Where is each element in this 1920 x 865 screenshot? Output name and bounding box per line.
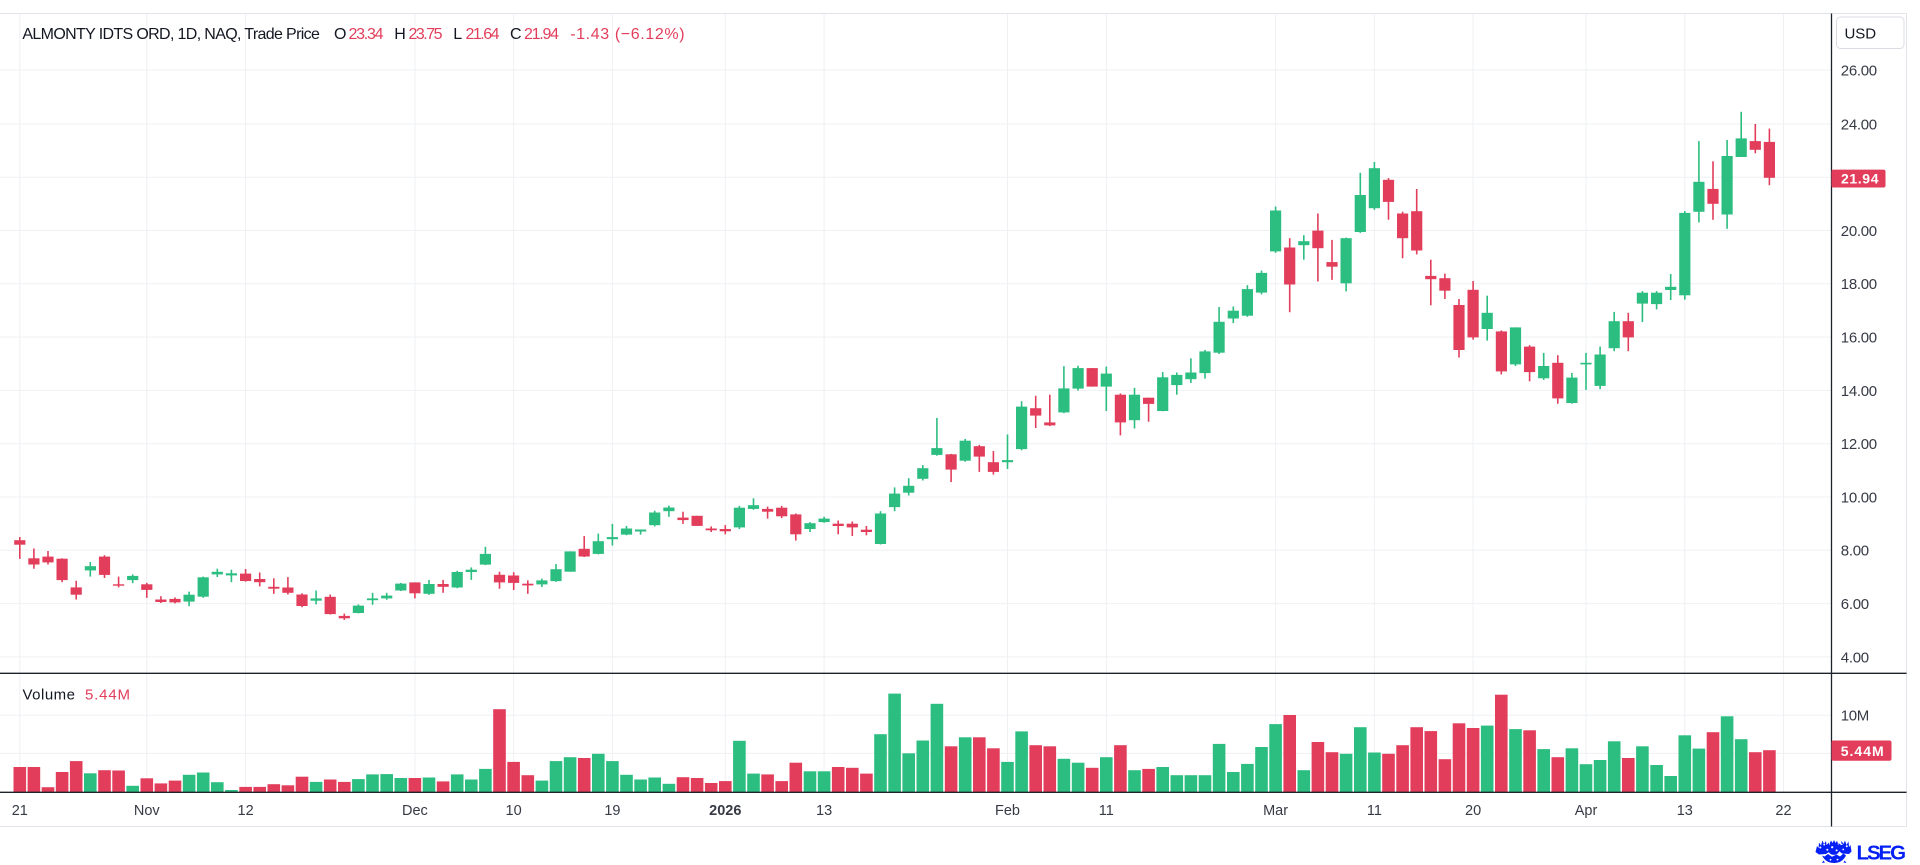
svg-text:23.75: 23.75 <box>409 26 443 43</box>
svg-text:Nov: Nov <box>134 803 161 819</box>
svg-text:20: 20 <box>1465 803 1481 819</box>
svg-text:16.00: 16.00 <box>1841 330 1877 347</box>
svg-text:12.00: 12.00 <box>1841 436 1877 453</box>
svg-text:10: 10 <box>506 803 522 819</box>
svg-text:21.94: 21.94 <box>524 26 559 43</box>
svg-text:ALMONTY IDTS ORD, 1D, NAQ, Tra: ALMONTY IDTS ORD, 1D, NAQ, Trade Price <box>22 26 320 43</box>
svg-text:Mar: Mar <box>1263 803 1288 819</box>
svg-text:21.94: 21.94 <box>1841 171 1879 187</box>
svg-text:20.00: 20.00 <box>1841 223 1877 240</box>
svg-text:USD: USD <box>1844 25 1876 42</box>
svg-text:-1.43 (−6.12%): -1.43 (−6.12%) <box>570 26 684 43</box>
svg-text:21: 21 <box>12 803 28 819</box>
svg-text:H: H <box>394 26 406 43</box>
svg-text:10.00: 10.00 <box>1841 489 1877 506</box>
svg-text:5.44M: 5.44M <box>85 687 130 704</box>
svg-text:18.00: 18.00 <box>1841 276 1877 293</box>
svg-text:O: O <box>334 26 346 43</box>
svg-text:23.34: 23.34 <box>349 26 384 43</box>
svg-text:L: L <box>453 26 462 43</box>
svg-text:11: 11 <box>1367 803 1382 819</box>
svg-text:C: C <box>510 26 522 43</box>
svg-text:8.00: 8.00 <box>1841 543 1869 560</box>
svg-text:24.00: 24.00 <box>1841 116 1877 133</box>
svg-text:10M: 10M <box>1841 708 1869 725</box>
svg-text:6.00: 6.00 <box>1841 596 1869 613</box>
svg-text:11: 11 <box>1099 803 1114 819</box>
svg-text:Apr: Apr <box>1575 803 1598 819</box>
svg-text:2026: 2026 <box>709 803 741 819</box>
svg-text:19: 19 <box>604 803 620 819</box>
svg-text:4.00: 4.00 <box>1841 649 1869 666</box>
svg-text:Dec: Dec <box>402 803 428 819</box>
svg-text:Volume: Volume <box>23 687 76 704</box>
svg-text:22: 22 <box>1775 803 1791 819</box>
svg-text:LSEG: LSEG <box>1857 842 1908 865</box>
svg-text:13: 13 <box>1677 803 1693 819</box>
svg-text:14.00: 14.00 <box>1841 383 1877 400</box>
svg-text:21.64: 21.64 <box>466 26 500 43</box>
svg-text:13: 13 <box>816 803 832 819</box>
svg-text:26.00: 26.00 <box>1841 62 1877 79</box>
svg-text:12: 12 <box>238 803 254 819</box>
svg-text:Feb: Feb <box>995 803 1020 819</box>
svg-text:5.44M: 5.44M <box>1841 743 1884 759</box>
